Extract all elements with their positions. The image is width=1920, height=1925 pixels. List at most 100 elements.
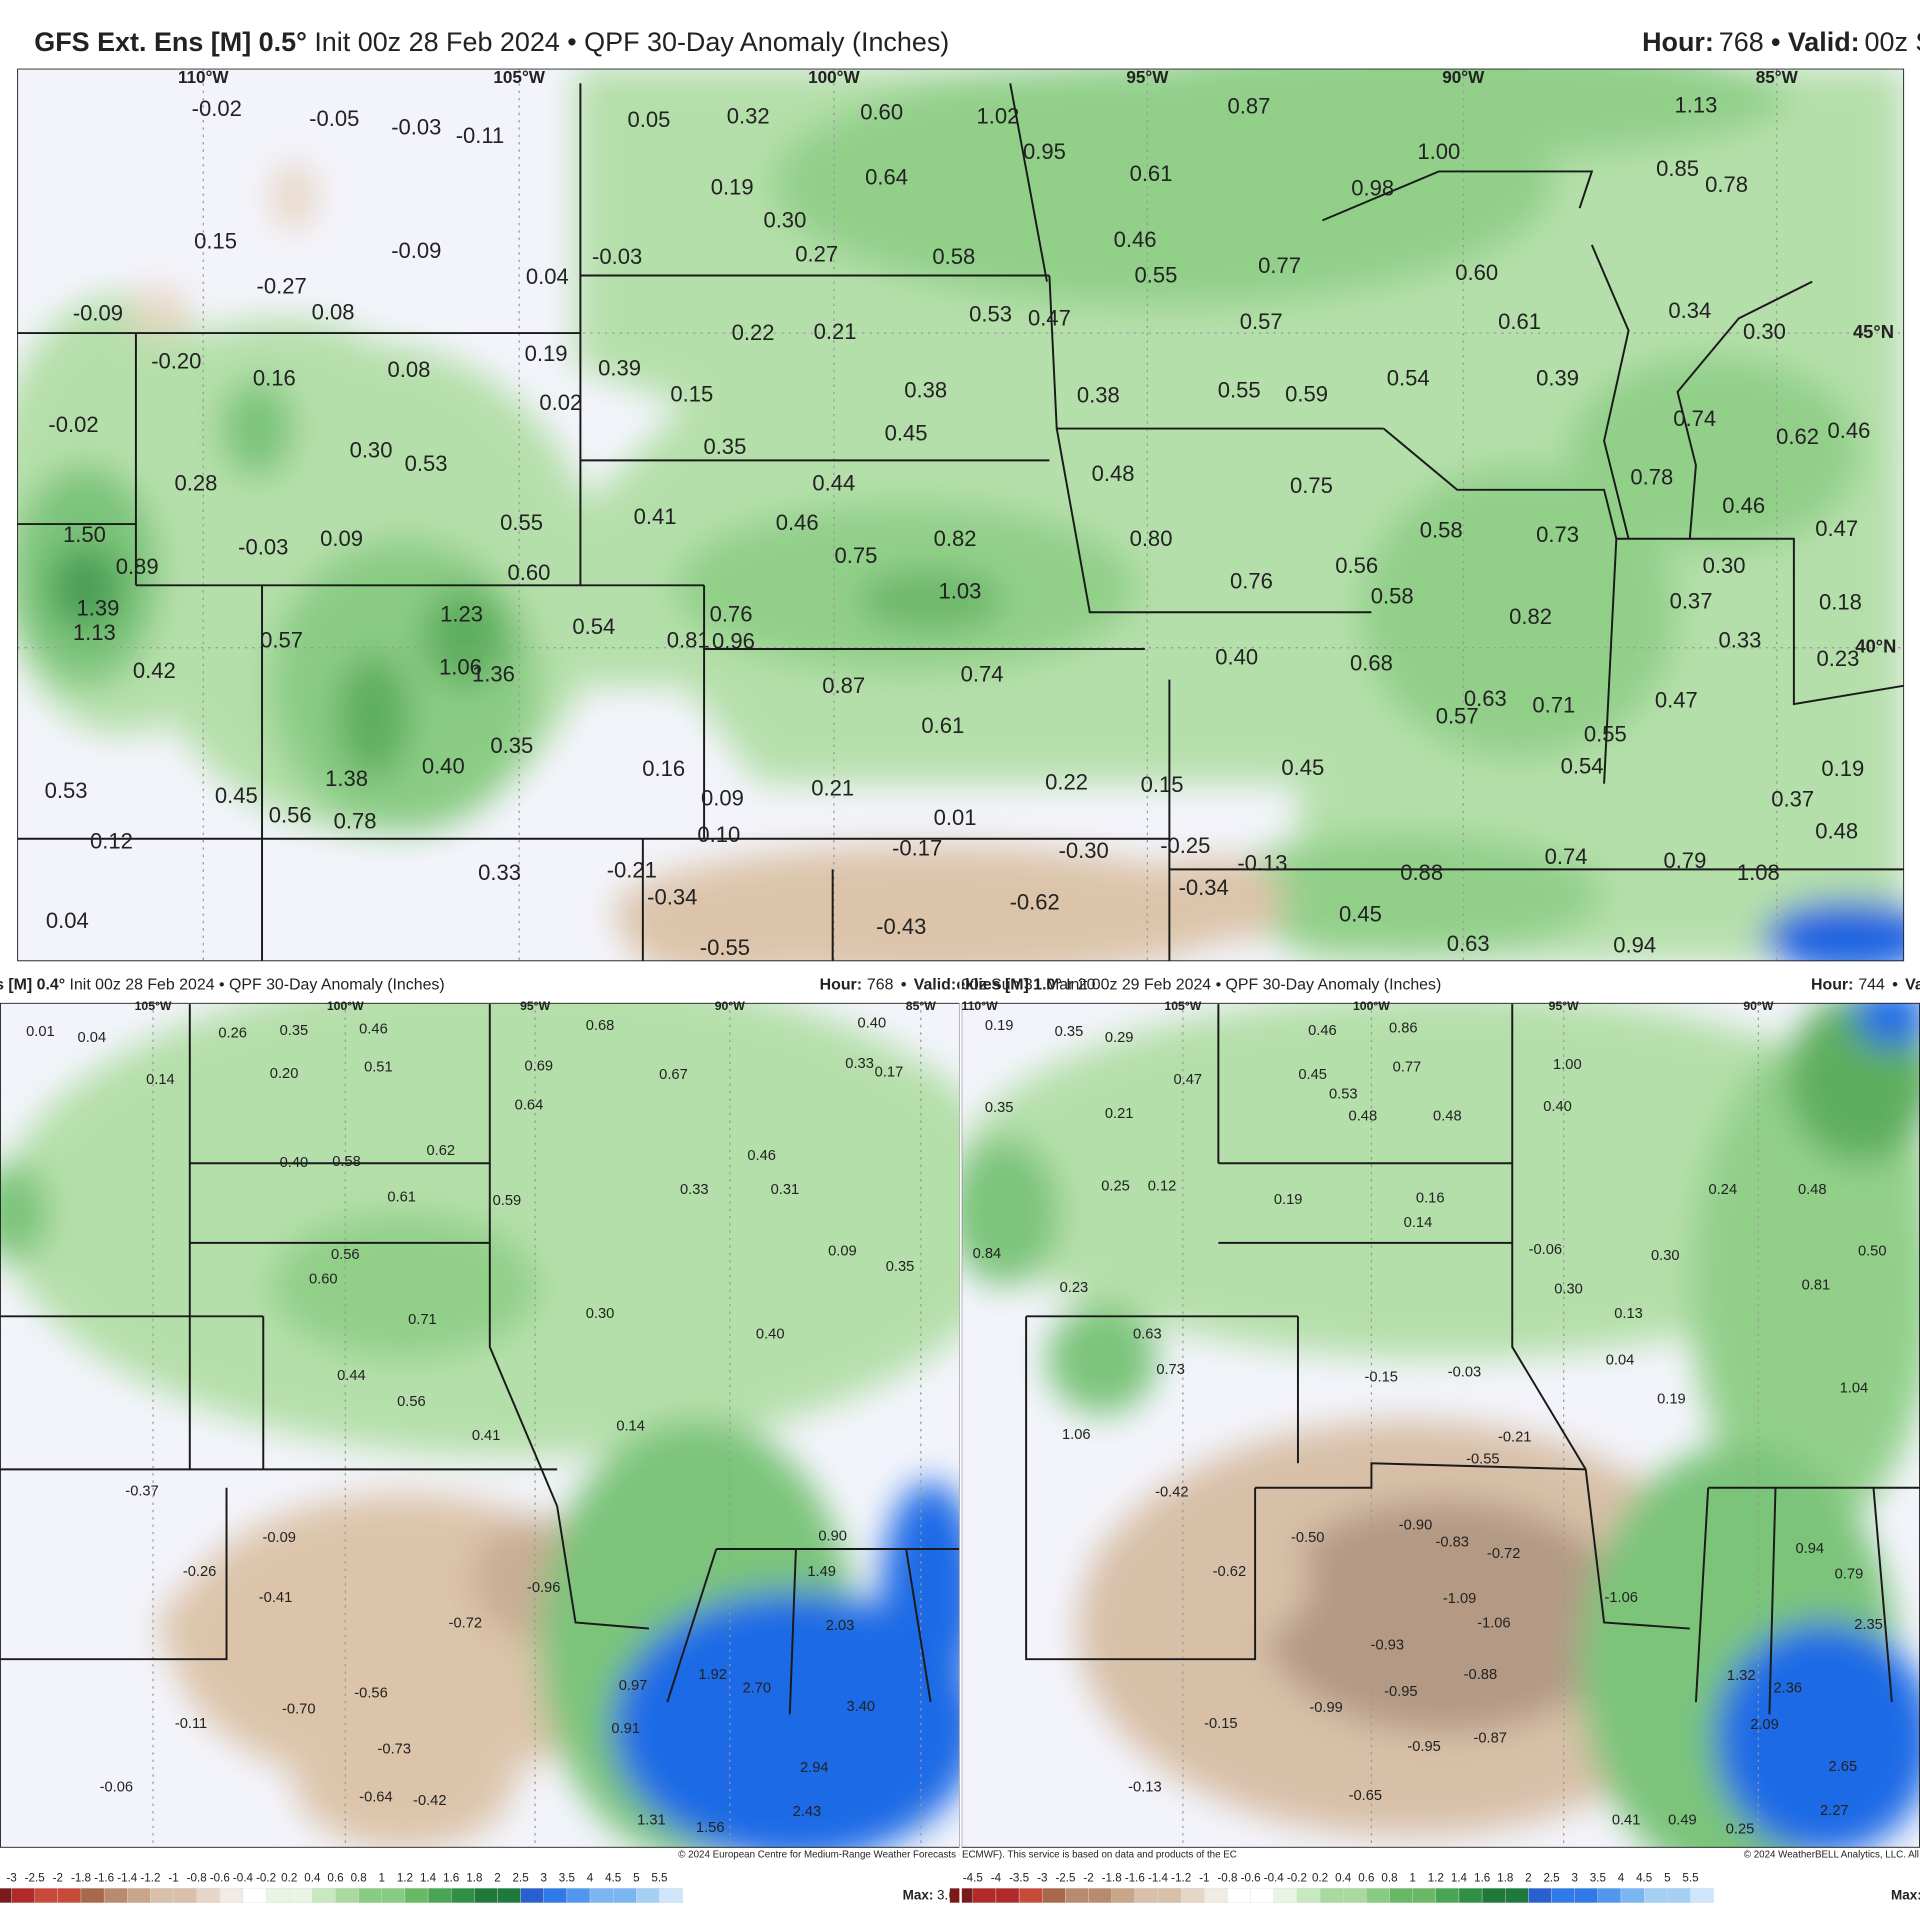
value-label: 0.91 <box>611 1721 640 1737</box>
colorbar-swatch <box>1296 1887 1321 1904</box>
colorbar-swatch <box>103 1887 128 1904</box>
value-label: 0.19 <box>1657 1391 1686 1407</box>
value-label: 0.94 <box>1795 1541 1824 1557</box>
value-label: 0.96 <box>712 629 755 654</box>
colorbar-label: -0.4 <box>233 1871 254 1884</box>
state-border <box>1511 1004 1587 1470</box>
max-min: Max:3.7 <box>1891 1887 1920 1902</box>
colorbar-swatch <box>127 1887 151 1904</box>
lon-label: 90°W <box>1743 999 1774 1013</box>
value-label: -0.03 <box>238 534 288 559</box>
colorbar-swatch <box>358 1887 382 1904</box>
value-label: 0.56 <box>397 1394 426 1410</box>
value-label: -0.09 <box>73 301 123 326</box>
colorbar-swatch <box>566 1887 591 1904</box>
value-label: 0.54 <box>572 614 615 639</box>
colorbar-swatch <box>11 1887 35 1904</box>
panel-header: s [M] 0.4° Init 00z 28 Feb 2024 • QPF 30… <box>0 977 445 994</box>
anomaly-area <box>0 1163 49 1262</box>
colorbar-label: 5.5 <box>651 1871 667 1884</box>
value-label: 0.12 <box>1148 1178 1177 1194</box>
value-label: 0.63 <box>1447 931 1490 956</box>
value-label: 0.35 <box>280 1023 309 1039</box>
lon-label: 90°W <box>715 999 746 1013</box>
colorbar-label: 1 <box>1409 1871 1415 1884</box>
colorbar-swatch <box>543 1887 568 1904</box>
colorbar-label: -0.6 <box>1241 1871 1261 1884</box>
colorbar-label: -1.2 <box>1171 1871 1191 1884</box>
value-label: -0.42 <box>413 1793 446 1809</box>
value-label: 0.55 <box>1218 378 1261 403</box>
colorbar-swatch <box>404 1887 429 1904</box>
value-label: 0.79 <box>1663 848 1706 873</box>
value-label: 0.60 <box>508 560 551 585</box>
anomaly-area <box>1089 1506 1311 1654</box>
hour: 744 <box>1858 977 1885 994</box>
anomaly-area <box>1102 68 1788 160</box>
value-label: -0.72 <box>449 1616 482 1632</box>
value-label: -0.73 <box>378 1742 411 1758</box>
lon-label: 105°W <box>1164 999 1201 1013</box>
colorbar-label: 2 <box>1525 1871 1531 1884</box>
value-label: -0.30 <box>1059 838 1109 863</box>
value-label: -1.06 <box>1604 1590 1637 1606</box>
colorbar-swatch <box>1204 1887 1228 1904</box>
colorbar-swatch <box>474 1887 498 1904</box>
value-label: 0.04 <box>526 264 569 289</box>
colorbar-label: -1 <box>1199 1871 1209 1884</box>
panel-header: eklies [M] 1.0° Init 00z 29 Feb 2024 • Q… <box>956 977 1441 994</box>
value-label: 2.70 <box>742 1680 771 1696</box>
value-label: 0.47 <box>1028 305 1071 330</box>
colorbar-label: 4 <box>1618 1871 1625 1884</box>
lon-label: 85°W <box>1756 67 1799 87</box>
value-label: 0.30 <box>1651 1248 1680 1264</box>
value-label: -0.64 <box>359 1789 392 1805</box>
value-label: 0.53 <box>405 451 448 476</box>
value-label: 0.09 <box>320 526 363 551</box>
state-border <box>1584 1469 1690 1630</box>
value-label: -0.95 <box>1384 1684 1417 1700</box>
anomaly-area <box>1763 900 1905 962</box>
colorbar-swatch <box>265 1887 290 1904</box>
value-label: 0.50 <box>1858 1243 1887 1259</box>
colorbar-swatch <box>1018 1887 1043 1904</box>
value-label: 0.61 <box>921 713 964 738</box>
value-label: 0.74 <box>1673 406 1716 431</box>
colorbar-label: 2.5 <box>513 1871 529 1884</box>
value-label: 0.81 <box>1802 1278 1831 1294</box>
panel-header: GFS Ext. Ens [M] 0.5° Init 00z 28 Feb 20… <box>34 27 949 57</box>
value-label: 0.46 <box>1308 1023 1337 1039</box>
value-label: 0.78 <box>1630 465 1673 490</box>
value-label: -0.15 <box>1204 1716 1237 1732</box>
model-name: GFS Ext. Ens [M] 0.5° <box>34 27 307 57</box>
colorbar-label: 2 <box>494 1871 500 1884</box>
value-label: 0.63 <box>1133 1327 1162 1343</box>
value-label: 1.00 <box>1417 139 1460 164</box>
value-label: 0.37 <box>1670 588 1713 613</box>
state-border <box>1590 244 1630 540</box>
state-border <box>1603 538 1618 784</box>
value-label: 0.97 <box>619 1678 648 1694</box>
value-label: 0.46 <box>1114 227 1157 252</box>
state-border <box>488 1004 559 1507</box>
colorbar-label: -3 <box>6 1871 16 1884</box>
colorbar-label: -4 <box>991 1871 1002 1884</box>
anomaly-area <box>159 1573 331 1684</box>
value-label: 0.40 <box>1543 1099 1572 1115</box>
value-label: -0.50 <box>1291 1530 1324 1546</box>
value-label: -0.27 <box>257 274 307 299</box>
precip-fill <box>0 1002 961 1848</box>
value-label: -0.34 <box>1179 875 1229 900</box>
value-label: 0.30 <box>763 207 806 232</box>
value-label: 0.87 <box>1228 94 1271 119</box>
map: 0.19 0.35 0.29 0.46 0.86 1.00 0.77 0.450.53 0.47… <box>961 1002 1920 1848</box>
anomaly-area <box>857 569 1005 631</box>
colorbar-label: 3 <box>541 1871 547 1884</box>
anomaly-area <box>961 1002 1920 1360</box>
value-label: 0.19 <box>1274 1192 1303 1208</box>
value-label: 0.53 <box>45 778 88 803</box>
value-label: 0.57 <box>1240 309 1283 334</box>
colorbar-label: -1.6 <box>94 1871 114 1884</box>
colorbar-swatch <box>0 1887 12 1904</box>
value-label: 2.35 <box>1854 1617 1883 1633</box>
